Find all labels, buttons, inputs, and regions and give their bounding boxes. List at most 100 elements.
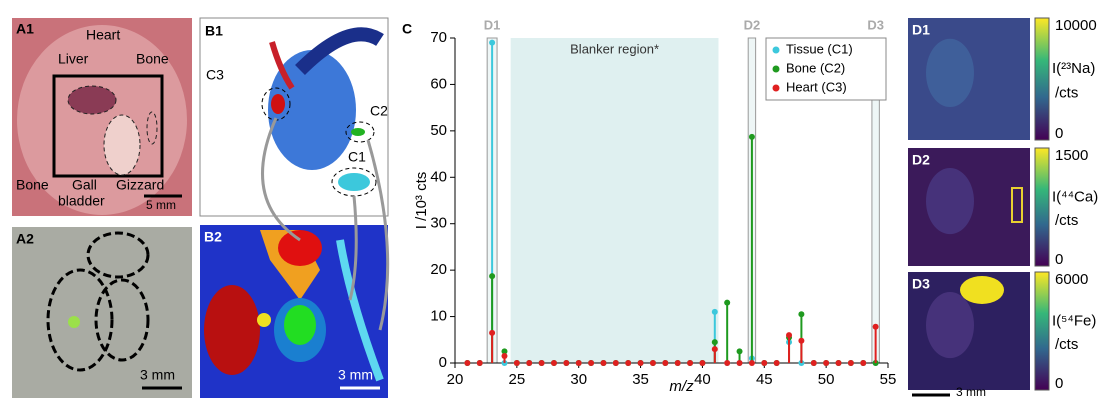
colorbar-max: 1500	[1055, 147, 1088, 164]
stem-marker	[687, 360, 694, 366]
annotation: Bone	[136, 51, 169, 67]
micrograph	[12, 227, 192, 398]
stem-marker	[526, 360, 533, 366]
legend-box	[765, 37, 887, 101]
cluster-label: C3	[206, 67, 224, 83]
legend-label: Tissue (C1)	[786, 41, 853, 56]
stem-marker	[489, 39, 496, 46]
map-feature	[926, 292, 974, 359]
marker	[68, 316, 80, 328]
panel-label: C	[402, 21, 412, 37]
stem-marker	[872, 323, 879, 330]
colorbar-unit: /cts	[1055, 336, 1078, 353]
scale-label: 3 mm	[140, 367, 175, 383]
c2-outline	[345, 121, 375, 143]
stem-marker	[810, 360, 817, 366]
x-tick-label: 30	[570, 371, 587, 388]
y-axis-label: I /10³ cts	[413, 172, 430, 230]
stem-marker	[550, 360, 557, 366]
stem-marker	[476, 360, 483, 366]
cluster-label: C1	[348, 149, 366, 165]
y-tick-label: 50	[430, 122, 447, 139]
stem-marker	[798, 311, 805, 318]
region-label: D1	[484, 17, 501, 32]
panel-a2: A2 3 mm	[12, 227, 192, 398]
colorbar-quantity: I(⁵⁴Fe)	[1052, 313, 1096, 330]
colorbar-min: 0	[1055, 375, 1063, 392]
colorbar-min: 0	[1055, 251, 1063, 268]
stem-chart: D1 Blanker region* D2 D3 0 10 20 30 40 50 60 70 20 25…	[413, 17, 896, 395]
stem-marker	[513, 360, 520, 366]
legend-label: Bone (C2)	[786, 60, 845, 75]
annotation: Heart	[86, 27, 120, 43]
region	[510, 38, 719, 363]
region-label: Blanker region*	[570, 41, 659, 56]
stem-marker	[711, 308, 718, 315]
map-label: D3	[912, 276, 930, 292]
arrow	[348, 195, 358, 301]
annotation: Gizzard	[116, 177, 164, 193]
map-feature	[1011, 187, 1023, 223]
colorbar-quantity: I(⁴⁴Ca)	[1052, 189, 1098, 206]
legend-marker	[772, 46, 780, 54]
stem-marker	[600, 360, 607, 366]
stem-marker	[538, 360, 545, 366]
stem-marker	[711, 339, 718, 346]
x-axis-label: m/z	[669, 378, 694, 395]
stem-marker	[662, 360, 669, 366]
outline	[46, 268, 114, 372]
panel-label: A2	[16, 231, 34, 247]
panel-label: A1	[16, 21, 34, 37]
arrow	[261, 117, 301, 242]
region	[336, 239, 384, 382]
y-tick-label: 0	[439, 354, 447, 371]
arrow	[366, 139, 390, 331]
bone-outline	[146, 111, 158, 145]
cluster	[338, 173, 370, 191]
map-label: D1	[912, 22, 930, 38]
stem-marker	[748, 360, 755, 366]
region	[284, 305, 316, 345]
x-tick-label: 25	[509, 371, 526, 388]
region-label: D2	[744, 17, 761, 32]
colorbar	[1034, 271, 1050, 391]
y-tick-label: 30	[430, 215, 447, 232]
stem-marker	[761, 360, 768, 366]
panel-a1: A1 Heart Liver Bone Bone Gall bladder Gi…	[12, 18, 192, 216]
annotation: Liver	[58, 51, 89, 67]
colorbar-unit: /cts	[1055, 85, 1078, 102]
x-tick-label: 20	[447, 371, 464, 388]
y-tick-label: 70	[430, 29, 447, 46]
panel-b1: B1 C3 C2 C1	[199, 17, 389, 217]
panel-label: B2	[204, 229, 222, 245]
outline	[94, 278, 150, 362]
x-tick-label: 55	[880, 371, 897, 388]
stem-marker	[637, 360, 644, 366]
stem-marker	[736, 348, 743, 355]
colorbar	[1034, 147, 1050, 267]
cluster	[271, 94, 285, 114]
legend-marker	[772, 84, 780, 92]
y-tick-label: 40	[430, 168, 447, 185]
gizzard-outline	[103, 114, 141, 176]
cluster	[295, 27, 384, 75]
x-tick-label: 35	[632, 371, 649, 388]
colorbar-quantity: I(²³Na)	[1052, 60, 1095, 77]
stem-marker	[711, 346, 718, 353]
annotation: Bone	[16, 177, 49, 193]
stem-marker	[798, 337, 805, 344]
outline	[86, 231, 150, 279]
stem-marker	[588, 360, 595, 366]
scale-label: 3 mm	[338, 367, 373, 383]
heart-outline	[67, 85, 117, 115]
colorbar-min: 0	[1055, 125, 1063, 142]
x-tick-label: 50	[818, 371, 835, 388]
region	[257, 313, 271, 327]
scale-label: 5 mm	[146, 198, 176, 212]
stem-marker	[501, 353, 508, 360]
panel-b2: B2 3 mm	[200, 225, 388, 398]
stem-marker	[724, 360, 731, 366]
map-feature	[926, 168, 974, 235]
stem-marker	[847, 360, 854, 366]
